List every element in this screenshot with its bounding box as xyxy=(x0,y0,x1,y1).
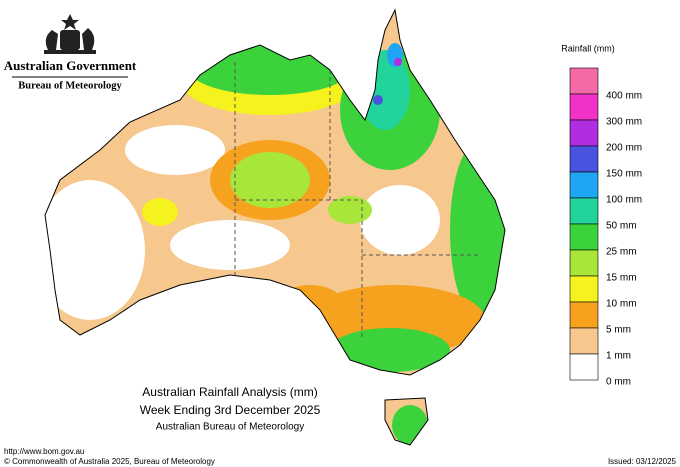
copyright: © Commonwealth of Australia 2025, Bureau… xyxy=(4,457,215,466)
legend-label: 150 mm xyxy=(606,169,642,180)
legend-label: 5 mm xyxy=(606,325,631,336)
caption-title: Australian Rainfall Analysis (mm) xyxy=(142,385,317,399)
legend-swatch xyxy=(569,197,599,225)
bureau-name: Bureau of Meteorology xyxy=(18,80,122,91)
caption-period: Week Ending 3rd December 2025 xyxy=(140,403,321,417)
legend-swatch xyxy=(569,249,599,277)
legend-label: 50 mm xyxy=(606,221,637,232)
caption-source: Australian Bureau of Meteorology xyxy=(156,422,304,433)
legend-swatch xyxy=(569,223,599,251)
url: http://www.bom.gov.au xyxy=(4,447,84,456)
legend-label: 25 mm xyxy=(606,247,637,258)
legend-label: 0 mm xyxy=(606,377,631,388)
legend-label: 15 mm xyxy=(606,273,637,284)
legend-label: 300 mm xyxy=(606,117,642,128)
legend-label: 100 mm xyxy=(606,195,642,206)
legend-swatch xyxy=(569,119,599,147)
legend-swatch xyxy=(569,171,599,199)
legend: 400 mm 300 mm 200 mm 150 mm 100 mm 50 mm 25 mm… xyxy=(569,67,642,388)
legend-label: 200 mm xyxy=(606,143,642,154)
agency-name: Australian Government xyxy=(4,58,137,73)
legend-swatch xyxy=(569,93,599,121)
legend-swatch xyxy=(569,145,599,173)
legend-swatch xyxy=(569,353,599,381)
state-borders xyxy=(234,62,480,340)
legend-swatch xyxy=(569,301,599,329)
legend-title: Rainfall (mm) xyxy=(561,43,615,53)
legend-swatch xyxy=(569,275,599,303)
legend-swatch xyxy=(569,67,599,95)
coat-of-arms xyxy=(44,14,96,54)
legend-label: 10 mm xyxy=(606,299,637,310)
legend-label: 1 mm xyxy=(606,351,631,362)
legend-swatch xyxy=(569,327,599,355)
legend-label: 400 mm xyxy=(606,91,642,102)
issued: Issued: 03/12/2025 xyxy=(608,457,677,466)
